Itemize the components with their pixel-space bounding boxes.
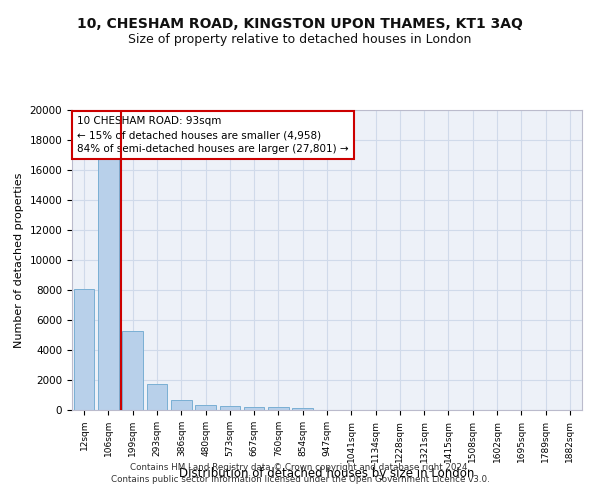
Text: Contains HM Land Registry data © Crown copyright and database right 2024.: Contains HM Land Registry data © Crown c… [130,464,470,472]
Bar [292,408,313,410]
Text: Size of property relative to detached houses in London: Size of property relative to detached ho… [128,32,472,46]
Bar [268,408,289,410]
Bar [146,384,167,410]
Bar [220,406,240,410]
Text: 10, CHESHAM ROAD, KINGSTON UPON THAMES, KT1 3AQ: 10, CHESHAM ROAD, KINGSTON UPON THAMES, … [77,18,523,32]
Bar [171,400,191,410]
Bar [195,405,216,410]
Bar [98,155,119,410]
Bar [74,288,94,410]
Y-axis label: Number of detached properties: Number of detached properties [14,172,24,348]
X-axis label: Distribution of detached houses by size in London: Distribution of detached houses by size … [179,468,475,480]
Bar [122,330,143,410]
Text: 10 CHESHAM ROAD: 93sqm
← 15% of detached houses are smaller (4,958)
84% of semi-: 10 CHESHAM ROAD: 93sqm ← 15% of detached… [77,116,349,154]
Bar [244,407,265,410]
Text: Contains public sector information licensed under the Open Government Licence v3: Contains public sector information licen… [110,474,490,484]
